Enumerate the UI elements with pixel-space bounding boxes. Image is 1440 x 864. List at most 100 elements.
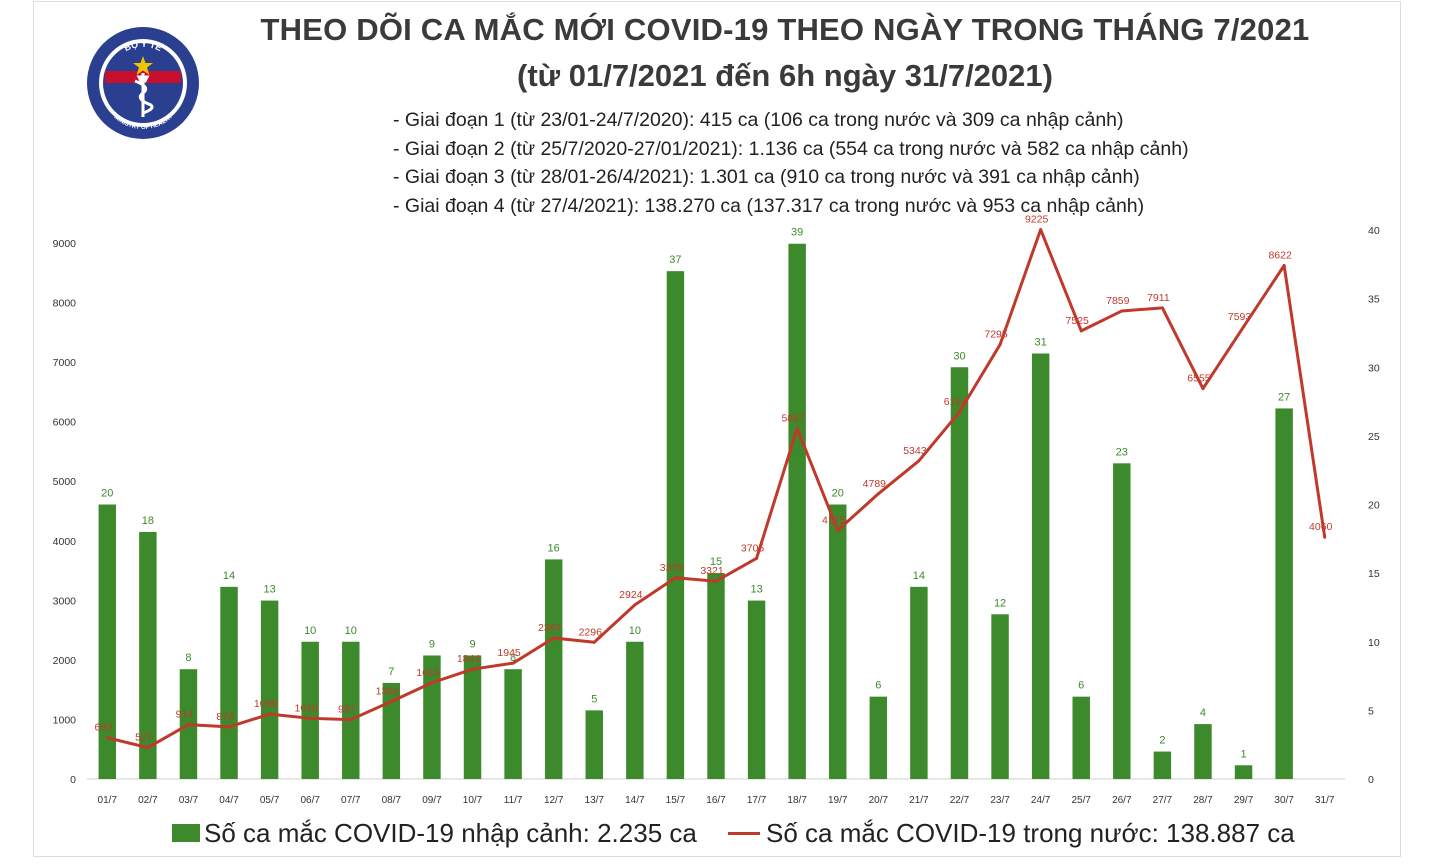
bar-value-label: 20	[832, 488, 844, 500]
line-value-label: 693	[95, 722, 113, 734]
bar	[666, 271, 685, 779]
y-left-tick-label: 5000	[53, 476, 77, 488]
y-left-tick-label: 6000	[53, 417, 77, 429]
x-tick-label: 06/7	[300, 795, 320, 806]
line-point	[1201, 387, 1205, 391]
bar-value-label: 16	[548, 542, 560, 554]
line-value-label: 876	[216, 711, 234, 723]
bar-value-label: 12	[994, 597, 1006, 609]
logo-text-top: BỘ Y TẾ	[123, 38, 164, 53]
bar-value-label: 4	[1200, 707, 1206, 719]
x-tick-label: 16/7	[706, 795, 726, 806]
line-point	[917, 459, 921, 463]
line-point	[227, 725, 231, 729]
line-value-label: 3379	[660, 562, 684, 574]
phase-item: - Giai đoạn 3 (từ 28/01-26/4/2021): 1.30…	[393, 166, 1140, 188]
ministry-of-health-logo: BỘ Y TẾ MINISTRY OF HEALTH	[87, 27, 199, 139]
bar-value-label: 23	[1116, 446, 1128, 458]
y-right-tick-label: 5	[1368, 705, 1374, 717]
caduceus-icon	[134, 73, 154, 117]
x-tick-label: 25/7	[1071, 795, 1091, 806]
y-left-tick-label: 3000	[53, 595, 77, 607]
x-tick-label: 29/7	[1234, 795, 1254, 806]
x-tick-label: 13/7	[585, 795, 605, 806]
line-value-label: 3321	[700, 565, 724, 577]
bar-value-label: 1	[1240, 748, 1246, 760]
line-value-label: 4789	[863, 478, 887, 490]
bar-value-label: 8	[185, 652, 191, 664]
legend-bar-label: Số ca mắc COVID-19 nhập cảnh: 2.235 ca	[204, 818, 697, 848]
x-tick-label: 24/7	[1031, 795, 1051, 806]
x-tick-label: 19/7	[828, 795, 848, 806]
x-tick-label: 02/7	[138, 795, 158, 806]
bar	[260, 600, 279, 779]
x-tick-label: 31/7	[1315, 795, 1335, 806]
bar	[950, 367, 969, 779]
chart-subtitle: (từ 01/7/2021 đến 6h ngày 31/7/2021)	[517, 58, 1053, 93]
x-tick-label: 08/7	[382, 795, 402, 806]
y-right-tick-label: 30	[1368, 362, 1380, 374]
line-value-label: 1089	[254, 698, 278, 710]
line-point	[471, 667, 475, 671]
bar	[1072, 696, 1090, 779]
line-point	[998, 343, 1002, 347]
bar	[1275, 408, 1293, 779]
line-point	[836, 528, 840, 532]
bar-value-label: 5	[591, 693, 597, 705]
x-tick-label: 12/7	[544, 795, 564, 806]
line-value-label: 3705	[741, 542, 765, 554]
line-value-label: 6555	[1187, 373, 1211, 385]
bar-value-label: 8	[510, 652, 516, 664]
bar-value-label: 39	[791, 227, 803, 239]
line-value-label: 914	[176, 709, 194, 721]
bar	[463, 655, 482, 779]
bar	[829, 504, 847, 779]
line-value-label: 5343	[903, 445, 927, 457]
x-tick-label: 03/7	[179, 795, 199, 806]
bar-value-label: 9	[469, 638, 475, 650]
bar-value-label: 14	[913, 570, 925, 582]
bar-value-label: 10	[629, 625, 641, 637]
line-point	[795, 426, 799, 430]
y-right-tick-label: 25	[1368, 431, 1380, 443]
line-value-label: 1019	[295, 702, 319, 714]
line-point	[308, 716, 312, 720]
bar-value-label: 14	[223, 570, 235, 582]
line-value-label: 7593	[1228, 311, 1252, 323]
x-tick-label: 10/7	[463, 795, 483, 806]
bar	[707, 573, 725, 779]
x-tick-label: 23/7	[990, 795, 1010, 806]
y-right-tick-label: 40	[1368, 225, 1380, 237]
bar	[747, 600, 766, 779]
line-value-label: 7295	[984, 329, 1008, 341]
line-value-label: 6164	[944, 396, 968, 408]
bar	[139, 531, 157, 779]
x-tick-label: 07/7	[341, 795, 361, 806]
line-point	[592, 640, 596, 644]
bar-value-label: 13	[263, 584, 275, 596]
y-left-tick-label: 8000	[53, 298, 77, 310]
bar	[220, 586, 238, 779]
phase-summary-list: - Giai đoạn 1 (từ 23/01-24/7/2020): 415 …	[393, 106, 1189, 220]
line-value-label: 1844	[457, 653, 481, 665]
x-tick-label: 09/7	[422, 795, 442, 806]
bar-value-label: 6	[1078, 680, 1084, 692]
line-point	[1079, 329, 1083, 333]
x-tick-label: 30/7	[1274, 795, 1294, 806]
line-point	[146, 746, 150, 750]
legend-line-label: Số ca mắc COVID-19 trong nước: 138.887 c…	[766, 818, 1295, 848]
legend-line-swatch	[728, 831, 760, 835]
legend-domestic-cases: Số ca mắc COVID-19 trong nước: 138.887 c…	[728, 818, 1295, 849]
line-value-label: 527	[135, 732, 153, 744]
line-value-label: 2367	[538, 622, 562, 634]
line-point	[1120, 309, 1124, 313]
bar	[342, 641, 360, 779]
line-point	[511, 661, 515, 665]
line-value-label: 1945	[497, 647, 521, 659]
x-tick-label: 26/7	[1112, 795, 1132, 806]
bar	[991, 614, 1009, 779]
bar-value-label: 18	[142, 515, 154, 527]
x-tick-label: 14/7	[625, 795, 645, 806]
phase-item: - Giai đoạn 4 (từ 27/4/2021): 138.270 ca…	[393, 194, 1145, 217]
